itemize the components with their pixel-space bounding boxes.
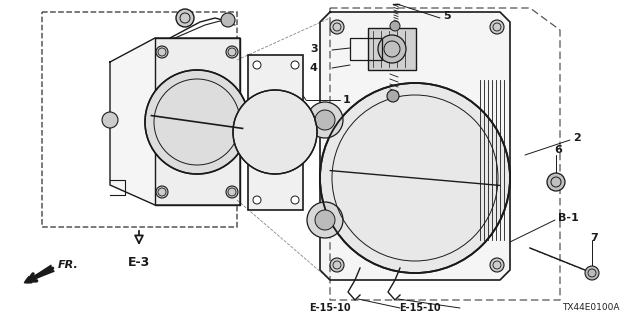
Text: 3: 3 bbox=[310, 44, 317, 54]
Bar bbox=[350, 38, 382, 60]
Circle shape bbox=[226, 46, 238, 58]
Circle shape bbox=[156, 46, 168, 58]
Circle shape bbox=[390, 21, 400, 31]
Circle shape bbox=[320, 83, 510, 273]
Circle shape bbox=[233, 90, 317, 174]
Text: E-15-10: E-15-10 bbox=[399, 303, 441, 313]
Circle shape bbox=[156, 186, 168, 198]
Text: B-1: B-1 bbox=[558, 213, 579, 223]
Text: TX44E0100A: TX44E0100A bbox=[563, 303, 620, 312]
Circle shape bbox=[307, 102, 343, 138]
Text: FR.: FR. bbox=[58, 260, 79, 270]
Circle shape bbox=[585, 266, 599, 280]
Circle shape bbox=[330, 20, 344, 34]
Polygon shape bbox=[320, 12, 510, 280]
Circle shape bbox=[291, 196, 299, 204]
Text: 2: 2 bbox=[573, 133, 580, 143]
Circle shape bbox=[387, 90, 399, 102]
Circle shape bbox=[315, 110, 335, 130]
Circle shape bbox=[253, 61, 261, 69]
Circle shape bbox=[547, 173, 565, 191]
Text: E-3: E-3 bbox=[128, 256, 150, 269]
Text: 7: 7 bbox=[590, 233, 598, 243]
Text: 4: 4 bbox=[310, 63, 318, 73]
Text: 6: 6 bbox=[554, 145, 562, 155]
Circle shape bbox=[145, 70, 249, 174]
Polygon shape bbox=[110, 38, 240, 205]
Circle shape bbox=[291, 61, 299, 69]
Bar bbox=[248, 55, 303, 210]
Bar bbox=[42, 12, 237, 227]
Circle shape bbox=[226, 186, 238, 198]
Circle shape bbox=[490, 20, 504, 34]
Polygon shape bbox=[155, 38, 240, 205]
Circle shape bbox=[330, 258, 344, 272]
Text: E-15-10: E-15-10 bbox=[309, 303, 351, 313]
Text: 1: 1 bbox=[343, 95, 351, 105]
Bar bbox=[368, 28, 416, 70]
Circle shape bbox=[307, 202, 343, 238]
Circle shape bbox=[176, 9, 194, 27]
Circle shape bbox=[315, 210, 335, 230]
Circle shape bbox=[102, 112, 118, 128]
Circle shape bbox=[490, 258, 504, 272]
Circle shape bbox=[253, 196, 261, 204]
Circle shape bbox=[378, 35, 406, 63]
Circle shape bbox=[221, 13, 235, 27]
Text: 5: 5 bbox=[443, 11, 451, 21]
